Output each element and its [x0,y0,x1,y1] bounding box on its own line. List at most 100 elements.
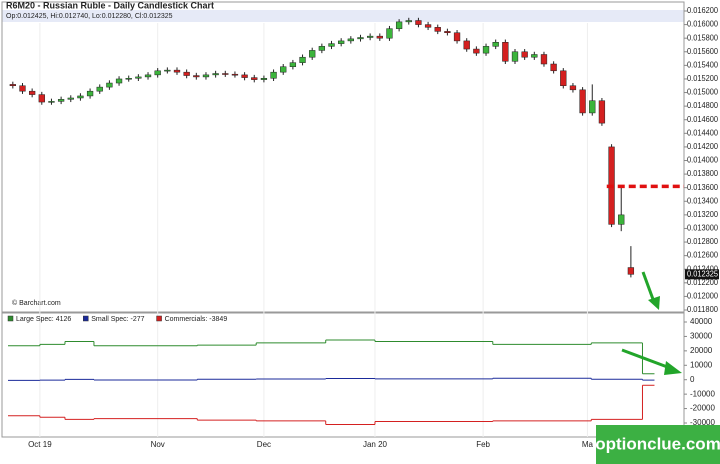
candle-body [569,85,577,91]
plot-layer: Oct 19 Nov Dec Jan 20 Feb Ma 0.011800 0.012000 0… [7,6,719,449]
candle-body [357,37,364,40]
candle-body [154,70,161,76]
cot-panel [1,312,685,438]
candle-body [106,82,113,88]
price-panel [1,1,685,313]
candle-body [618,214,625,225]
candle-body [164,69,171,72]
candle-body [299,56,306,63]
y-tick-label: 0.013400 [687,196,719,205]
candle-body [183,71,190,76]
candle-body [86,90,94,97]
candle-body [193,75,200,78]
info-band [2,10,684,22]
candle-body [96,86,103,92]
candle-body [405,20,412,23]
x-tick-label: Jan 20 [363,440,388,449]
last-price-box [685,269,719,280]
y-tick-label: -20000 [690,404,715,413]
legend-swatch [7,315,14,322]
y-tick-label: 0.014000 [687,156,719,165]
candle-body [173,69,181,73]
candle-body [521,51,528,58]
candle-body [115,78,123,84]
y-tick-label: 0.015600 [687,47,719,56]
candle-body [376,35,383,39]
candle-body [38,94,45,103]
candle-body [280,66,287,73]
candle-body [57,99,65,102]
legend-label: Small Spec: -277 [91,316,144,323]
x-tick-label: Feb [476,440,490,449]
candle-body [463,40,470,50]
candle-body [125,78,132,80]
legend-label: Commercials: -3849 [165,316,228,323]
y-tick-label: -10000 [690,389,715,398]
chart-title: R6M20 - Russian Ruble - Daily Candlestic… [6,0,214,10]
candle-body [202,74,210,78]
y-tick-label: -30000 [690,418,715,427]
legend-swatch [156,315,162,322]
y-tick-label: 0.013800 [687,169,719,178]
candle-body [9,84,16,86]
candle-body [444,31,451,33]
y-tick-label: 0.012200 [687,278,719,287]
y-tick-label: 0.012800 [687,237,719,246]
candle-body [366,35,374,38]
y-tick-label: 0.014200 [687,142,719,151]
y-tick-label: 20000 [690,346,713,355]
candle-body [502,42,509,62]
candle-body [540,54,548,65]
y-tick-label: 0.014400 [687,128,719,137]
candle-body [309,50,316,58]
y-tick-label: 0.012400 [687,264,719,273]
y-tick-label: 0.012000 [687,292,719,301]
legend-label: Large Spec: 4126 [16,316,71,323]
candle-body [67,97,74,100]
y-tick-label: 30000 [690,332,713,341]
candle-body [135,76,142,79]
x-tick-label: Dec [257,440,271,449]
y-tick-label: 0.013200 [687,210,719,219]
candle-body [434,27,441,32]
candle-body [222,73,229,75]
y-tick-label: 0.015200 [687,74,719,83]
candle-body [260,78,268,80]
candle-body [231,73,239,76]
x-tick-label: Oct 19 [28,440,52,449]
candle-body [627,267,635,275]
candle-body [212,73,219,76]
candle-body [338,40,345,44]
watermark: optionclue.com [595,434,720,453]
candle-body [48,101,55,103]
x-tick-label: Ma [582,440,594,449]
copyright: © Barchart.com [12,299,61,307]
annotation-arrows [621,271,682,375]
candle-body [318,46,326,51]
y-tick-label: 0.016000 [687,20,719,29]
y-tick-label: 0.013600 [687,183,719,192]
candle-body [28,90,36,95]
candle-body [19,85,26,92]
ohlc-info: Op:0.012425, Hi:0.012740, Lo:0.012280, C… [6,13,173,20]
y-tick-label: 0.014800 [687,101,719,110]
y-tick-label: 0.015400 [687,60,719,69]
candle-body [550,63,557,72]
candle-body [482,46,490,54]
y-tick-label: 0.012600 [687,251,719,260]
candle-body [395,21,403,29]
candle-body [473,48,480,54]
candle-body [77,95,84,99]
y-tick-label: 0 [690,375,695,384]
candle-body [511,51,519,62]
legend-swatch [83,315,89,322]
arrow-head [664,361,682,375]
x-tick-label: Nov [151,440,165,449]
y-tick-label: 0.013000 [687,224,719,233]
last-price-label: 0.012325 [687,269,719,278]
candle-body [453,32,461,42]
candle-body [144,74,152,78]
arrow-head [648,296,660,310]
